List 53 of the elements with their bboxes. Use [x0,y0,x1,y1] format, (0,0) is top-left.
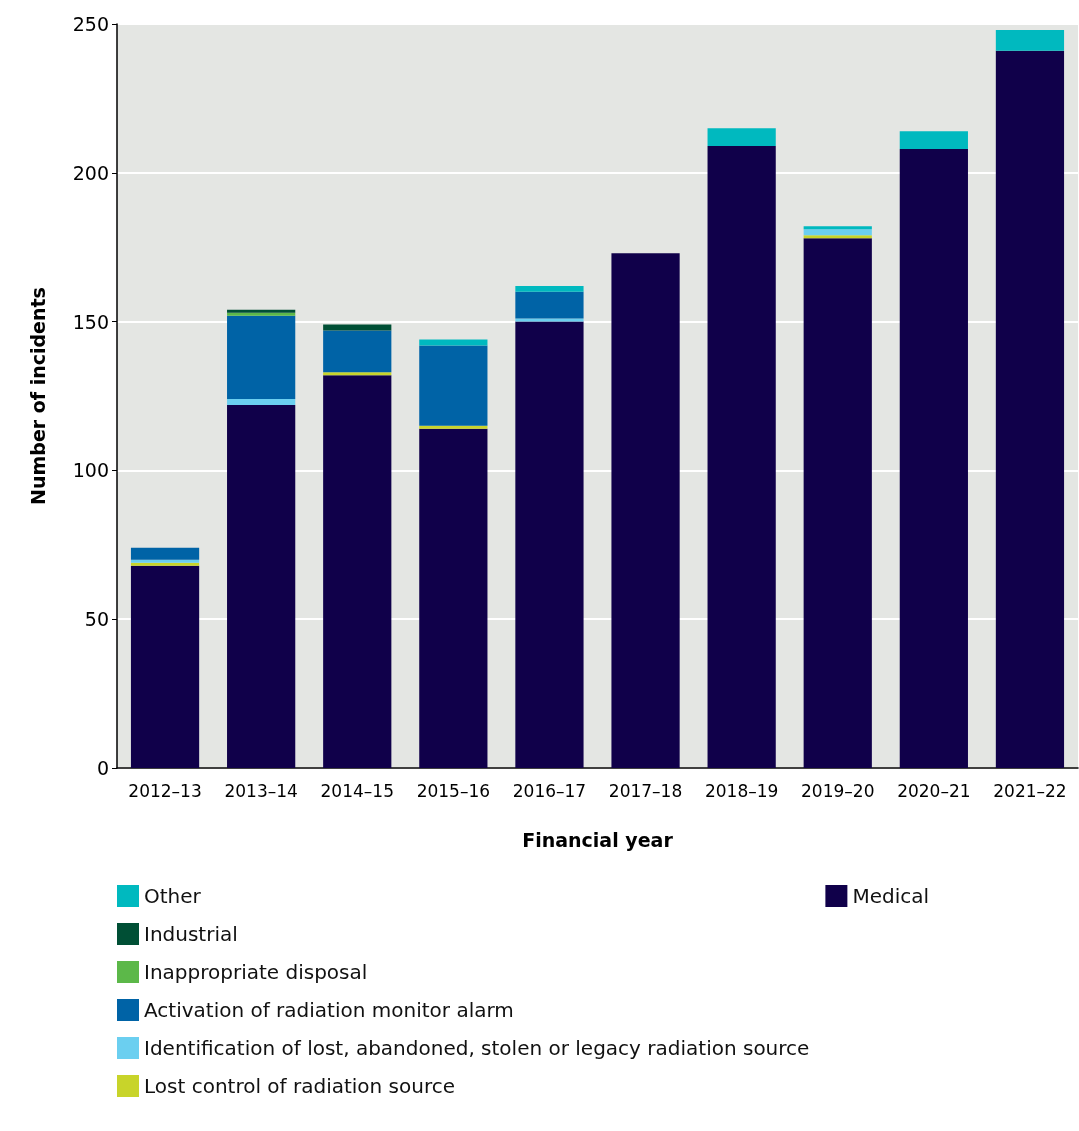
bar [803,235,872,239]
bar [611,253,680,768]
bar [323,330,392,373]
legend-label: Activation of radiation monitor alarm [144,998,514,1022]
bar [419,345,488,426]
bar [227,315,296,399]
x-tick-label: 2017–18 [608,780,683,801]
x-tick-label: 2014–15 [320,780,394,801]
bar [803,226,872,230]
y-axis-title: Number of incidents [26,287,49,505]
bar [419,428,488,768]
y-tick-label: 150 [72,310,109,333]
legend-label: Other [144,884,202,908]
bar [707,146,776,768]
bar [707,128,776,147]
bar [899,148,968,768]
bar [995,29,1065,51]
bar [419,339,488,346]
bar [803,238,872,768]
x-tick-label: 2013–14 [224,780,298,801]
bar [323,375,392,768]
bar [227,398,296,405]
bar [419,425,488,429]
legend-label: Identification of lost, abandoned, stolen or legacy radiation source [144,1036,810,1060]
bar [995,50,1065,768]
y-tick-label: 200 [72,161,109,184]
x-tick-label: 2016–17 [512,780,587,801]
x-tick-label: 2015–16 [416,780,491,801]
bar [323,324,392,331]
bar [899,131,968,149]
legend-label: Industrial [144,922,238,946]
bar [515,285,584,292]
bar [130,547,200,560]
legend-label: Inappropriate disposal [144,960,368,984]
y-tick-label: 0 [96,757,109,779]
x-axis-title: Financial year [522,828,674,851]
x-tick-label: 2018–19 [704,780,779,801]
x-tick-label: 2020–21 [897,780,971,801]
y-tick-label: 50 [84,608,109,631]
x-tick-label: 2012–13 [128,780,202,801]
y-tick-label: 250 [72,13,109,35]
y-tick-label: 100 [72,459,109,482]
bar [515,318,584,322]
bar [515,321,584,768]
bar [130,565,200,768]
bar [803,229,872,236]
legend-label: Lost control of radiation source [144,1074,456,1098]
legend-label: Medical [852,884,930,908]
x-tick-label: 2019–20 [801,780,875,801]
x-tick-label: 2021–22 [993,780,1067,801]
bar [227,404,296,768]
bar [515,291,584,319]
bar [323,372,392,376]
